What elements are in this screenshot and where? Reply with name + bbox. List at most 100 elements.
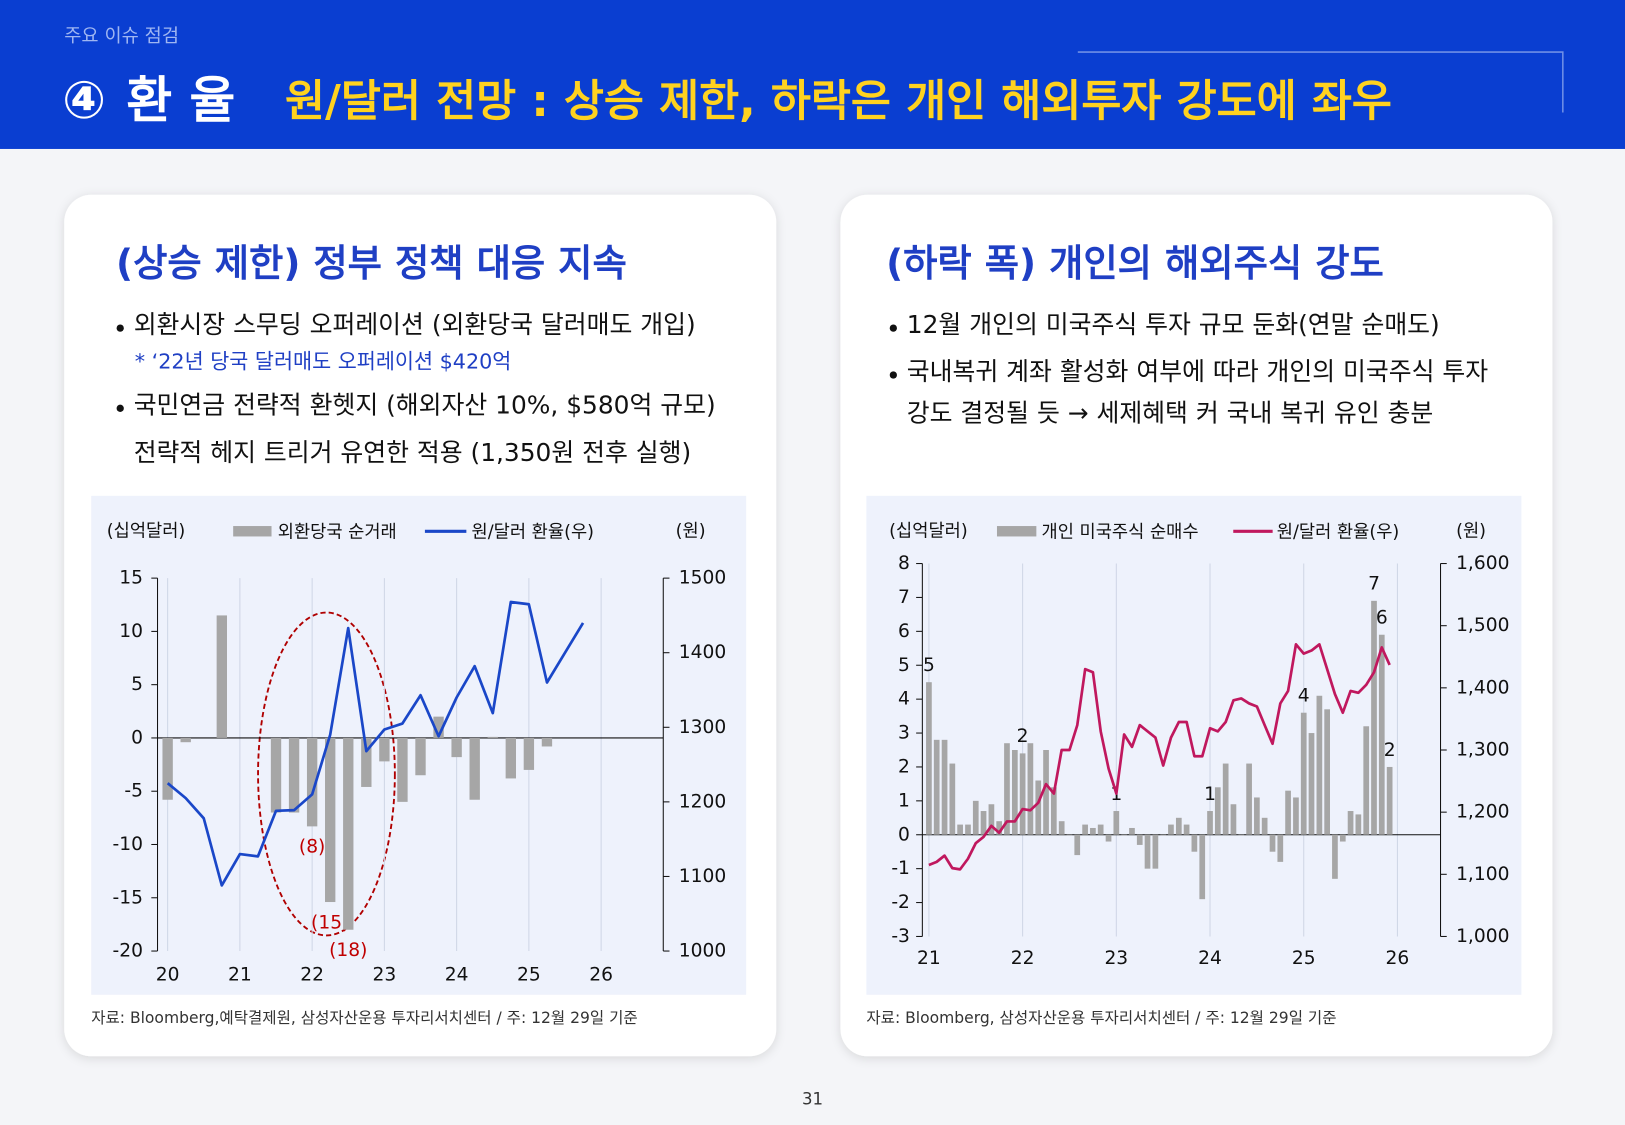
data-label: 2 (1384, 740, 1396, 761)
y-tick-label: -3 (891, 926, 910, 947)
bar (1058, 821, 1065, 835)
bar (1371, 600, 1377, 835)
bullet-dot (889, 371, 897, 379)
y2-tick-label: 1,100 (1456, 864, 1509, 885)
bar (1105, 834, 1112, 842)
bar (1230, 804, 1237, 835)
y-tick-label: 1 (898, 790, 910, 811)
bullet-text: 전략적 헤지 트리거 유연한 적용 (1,350원 전후 실행) (134, 438, 692, 467)
x-tick-label: 25 (1292, 948, 1316, 969)
bar (1050, 787, 1057, 835)
bar (1300, 712, 1307, 835)
bar (162, 737, 173, 800)
legend-swatch (996, 526, 1037, 537)
subtitle: 원/달러 전망 : 상승 제한, 하락은 개인 해외투자 강도에 좌우 (285, 77, 1392, 127)
y-tick-label: 4 (898, 689, 910, 710)
bar (1285, 790, 1291, 835)
legend-swatch (233, 526, 272, 537)
y2-tick-label: 1,400 (1456, 677, 1509, 698)
bar (288, 737, 300, 813)
bar (1168, 824, 1174, 835)
bar (343, 737, 354, 930)
bar (180, 737, 191, 743)
title-number: ④ (62, 71, 106, 131)
bar (1386, 766, 1393, 835)
bar (972, 800, 979, 835)
axis-unit: (원) (1456, 520, 1486, 541)
y-tick-label: -20 (113, 941, 143, 962)
bullet-dot (889, 324, 897, 332)
highlight-ellipse (257, 611, 396, 937)
bar (270, 737, 282, 813)
plot-background (866, 495, 1522, 995)
panel-heading: (하락 폭) 개인의 해외주식 강도 (886, 241, 1384, 285)
y2-tick-label: 1500 (679, 568, 726, 589)
y2-tick-label: 1100 (679, 866, 726, 887)
bullet-dot (116, 324, 124, 332)
y2-tick-label: 1200 (679, 791, 726, 812)
bar (941, 739, 948, 835)
x-tick-label: 24 (1198, 948, 1222, 969)
bar (1152, 834, 1159, 869)
y-tick-label: -10 (113, 834, 143, 855)
bar (1347, 811, 1354, 835)
bar (1339, 834, 1346, 842)
data-label: (18) (329, 940, 367, 961)
x-tick-label: 25 (517, 964, 541, 985)
bullet-text: 강도 결정될 듯 → 세제혜택 커 국내 복귀 유인 충분 (907, 399, 1433, 428)
data-label: (8) (299, 837, 325, 858)
bar (1113, 811, 1120, 835)
y-tick-label: 5 (131, 674, 143, 695)
bar (523, 737, 535, 770)
bar (957, 824, 963, 835)
x-tick-label: 22 (300, 964, 324, 985)
bar (1214, 787, 1221, 835)
y-tick-label: -15 (113, 887, 143, 908)
y2-tick-label: 1400 (679, 642, 726, 663)
y2-tick-label: 1,600 (1456, 553, 1509, 574)
bar (433, 716, 444, 738)
data-label: 5 (923, 655, 935, 676)
header-band (0, 0, 1625, 149)
y-tick-label: 0 (131, 727, 143, 748)
bar (1261, 817, 1268, 835)
bar (1043, 750, 1049, 835)
y-tick-label: 2 (898, 756, 910, 777)
y-tick-label: 8 (898, 553, 910, 574)
bar (505, 737, 517, 779)
y2-tick-label: 1,000 (1456, 926, 1509, 947)
bullet-dot (116, 404, 124, 412)
bar (415, 737, 426, 776)
y-tick-label: -2 (891, 892, 910, 913)
x-tick-label: 21 (228, 964, 252, 985)
bar (361, 737, 372, 787)
bar (1363, 726, 1370, 835)
bar (1175, 817, 1182, 835)
bar (397, 737, 408, 802)
bar (980, 811, 987, 835)
axis-unit: (원) (676, 520, 706, 541)
data-label: (15) (311, 912, 349, 933)
bar (1121, 834, 1127, 836)
bar (965, 824, 971, 835)
bar (1324, 709, 1330, 835)
bar (216, 615, 228, 738)
bar (1090, 827, 1096, 835)
bar (1378, 634, 1385, 835)
bar (926, 682, 932, 835)
data-label: 7 (1368, 574, 1380, 595)
y-tick-label: 3 (898, 723, 910, 744)
panel-heading: (상승 제한) 정부 정책 대응 지속 (116, 241, 627, 285)
bar (1074, 834, 1081, 856)
bar (996, 821, 1003, 835)
bar (1293, 797, 1299, 835)
x-tick-label: 24 (445, 964, 469, 985)
bar (451, 737, 462, 758)
x-tick-label: 20 (156, 964, 180, 985)
axis-unit: (십억달러) (107, 520, 186, 541)
data-label: 6 (1376, 608, 1388, 629)
bullet-text: 국내복귀 계좌 활성화 여부에 따라 개인의 미국주식 투자 (907, 357, 1488, 386)
bar (949, 763, 956, 835)
